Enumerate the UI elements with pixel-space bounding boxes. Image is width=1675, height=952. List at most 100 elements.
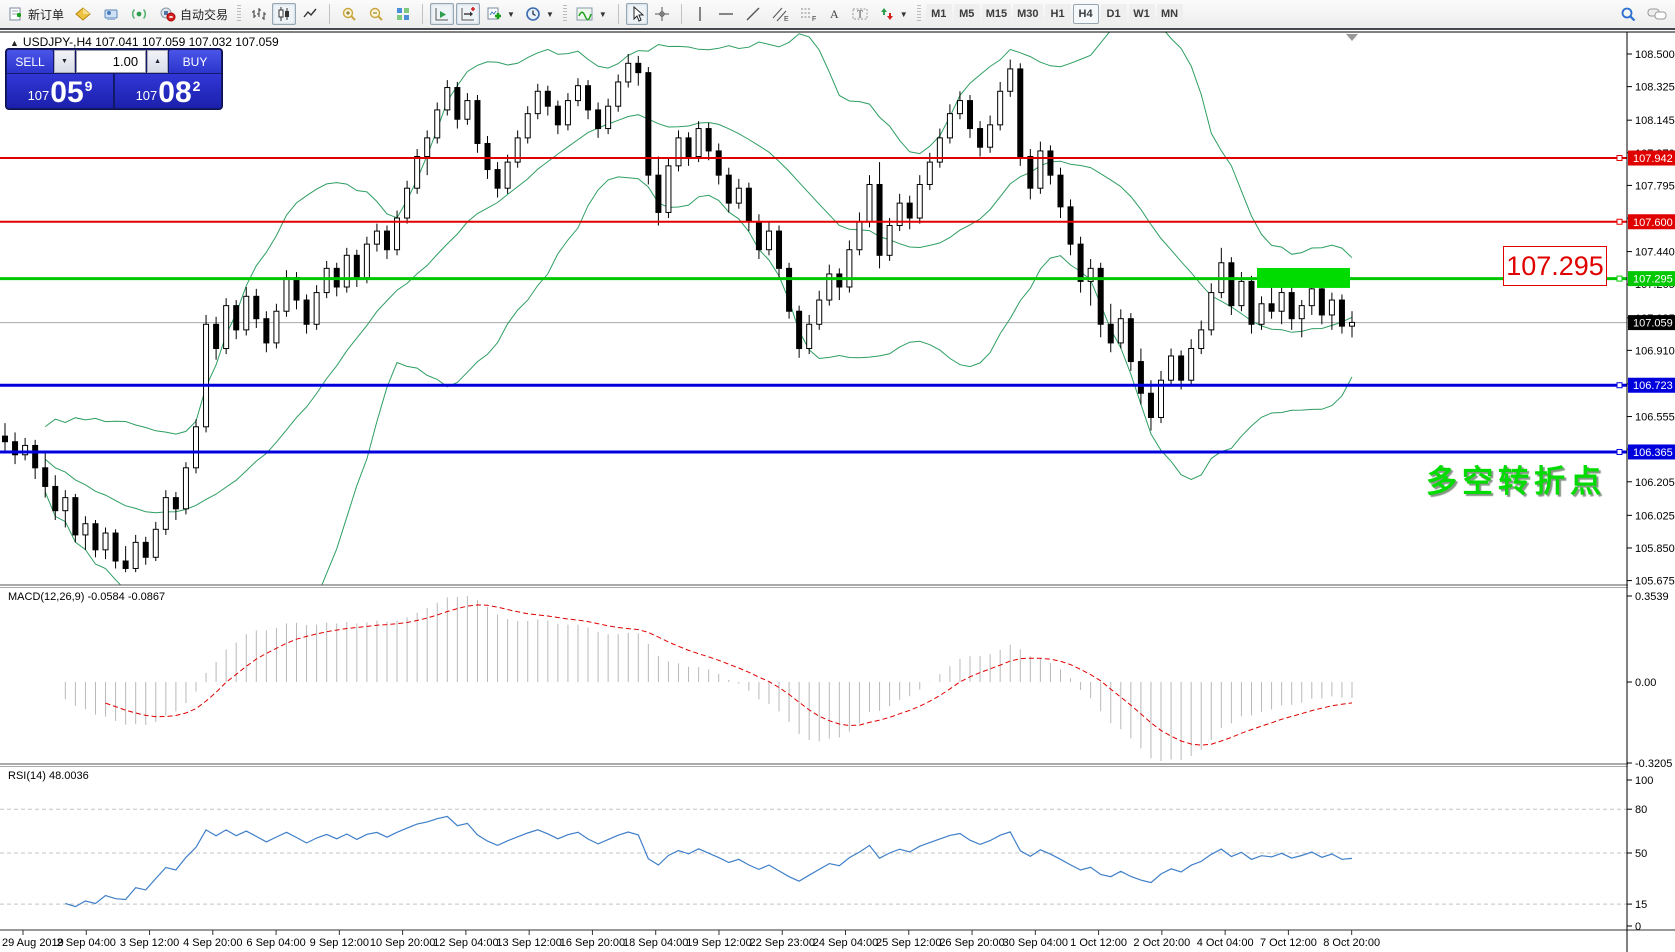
sell-price-sup: 9 [84, 78, 93, 94]
zoom-in-button[interactable] [337, 3, 362, 25]
rsi-axis-label: 100 [1635, 775, 1653, 787]
tf-H4[interactable]: H4 [1072, 4, 1099, 24]
tf-D1[interactable]: D1 [1100, 4, 1127, 24]
new-order-icon [8, 6, 24, 22]
trendline-button[interactable] [741, 3, 765, 25]
price-tick-label: 106.205 [1635, 477, 1675, 489]
auto-scroll-button[interactable] [430, 3, 455, 25]
rsi-pane [0, 808, 1627, 908]
tile-windows-button[interactable] [391, 3, 415, 25]
tf-MN[interactable]: MN [1156, 4, 1183, 24]
new-order-label: 新订单 [28, 7, 65, 22]
trendline-icon [745, 6, 761, 22]
chart-shift-marker [1346, 34, 1358, 41]
time-tick-label: 13 Sep 12:00 [496, 937, 561, 949]
time-tick-label: 9 Sep 12:00 [310, 937, 369, 949]
hline-price-tag [1628, 150, 1675, 166]
one-click-trading-panel: SELL ▼ ▲ BUY 107 05 9 107 08 2 [6, 49, 222, 109]
time-tick-label: 24 Sep 04:00 [813, 937, 878, 949]
crosshair-icon [654, 6, 670, 22]
buy-price[interactable]: 107 08 2 [115, 74, 221, 108]
volume-decrease-button[interactable]: ▼ [54, 50, 75, 73]
tf-M1[interactable]: M1 [925, 4, 952, 24]
macd-axis-label: 0.3539 [1635, 591, 1669, 603]
chart-shift-button[interactable] [456, 3, 481, 25]
equidistant-channel-button[interactable]: E [767, 3, 793, 25]
crosshair-button[interactable] [650, 3, 674, 25]
sell-price-prefix: 107 [27, 88, 50, 103]
signals-button[interactable] [126, 3, 152, 25]
time-tick-label: 4 Sep 20:00 [183, 937, 242, 949]
hline-price-tag [1628, 444, 1675, 460]
indicators-group: ▼ [572, 3, 611, 25]
toolbar: 新订单 自动交易 [0, 0, 1675, 30]
hline-anchor [1616, 382, 1623, 389]
zoom-group [337, 3, 415, 25]
hline-price-tag [1628, 377, 1675, 393]
hline-price-tag-text: 106.365 [1633, 447, 1673, 459]
toolbar-grip [916, 5, 921, 23]
horizontal-line-icon [717, 6, 735, 22]
dropdown-caret-icon: ▼ [507, 9, 515, 19]
profile-button[interactable] [98, 3, 124, 25]
text-label-button[interactable]: T [847, 3, 873, 25]
rsi-axis-label: 15 [1635, 899, 1647, 911]
new-chart-button[interactable]: ▼ [482, 3, 519, 25]
market-watch-icon [74, 6, 92, 22]
rsi-axis-label: 0 [1635, 921, 1641, 933]
search-icon [1620, 6, 1637, 22]
zoom-out-button[interactable] [364, 3, 389, 25]
objects-group: E F A T ▼ [689, 3, 912, 25]
indicators-button[interactable]: ▼ [572, 3, 611, 25]
bar-chart-button[interactable] [246, 3, 270, 25]
text-label-icon: T [851, 6, 869, 22]
cursor-group [625, 3, 674, 25]
fibonacci-button[interactable]: F [795, 3, 821, 25]
time-tick-label: 30 Sep 04:00 [1003, 937, 1068, 949]
new-order-button[interactable]: 新订单 [4, 3, 68, 25]
hline-anchor [1616, 275, 1623, 282]
dropdown-caret-icon: ▼ [545, 9, 554, 19]
hline-anchor [1616, 448, 1623, 455]
horizontal-line-button[interactable] [713, 3, 739, 25]
period-button[interactable]: ▼ [521, 3, 558, 25]
tf-W1[interactable]: W1 [1128, 4, 1155, 24]
tf-M15[interactable]: M15 [981, 4, 1012, 24]
search-button[interactable] [1616, 3, 1641, 25]
line-chart-icon [302, 6, 318, 22]
hline-anchor [1616, 155, 1623, 162]
vertical-line-button[interactable] [689, 3, 711, 25]
macd-pane [64, 596, 1353, 761]
buy-price-prefix: 107 [135, 88, 158, 103]
line-chart-button[interactable] [298, 3, 322, 25]
rsi-axis-label: 80 [1635, 804, 1647, 816]
volume-increase-button[interactable]: ▲ [147, 50, 168, 73]
buy-button[interactable]: BUY [169, 50, 221, 73]
candlestick-chart-button[interactable] [272, 3, 297, 25]
svg-text:E: E [784, 16, 789, 22]
price-tick-label: 106.025 [1635, 510, 1675, 522]
sell-button[interactable]: SELL [7, 50, 53, 73]
chart-shift-icon [460, 6, 476, 22]
market-watch-button[interactable] [70, 3, 96, 25]
price-tick-label: 107.795 [1635, 180, 1675, 192]
time-tick-label: 10 Sep 20:00 [370, 937, 435, 949]
tf-M30[interactable]: M30 [1013, 4, 1043, 24]
volume-input[interactable] [75, 50, 147, 73]
autotrading-button[interactable]: 自动交易 [154, 3, 232, 25]
toolbar-separator [680, 4, 682, 24]
profile-icon [102, 6, 120, 22]
tf-H1[interactable]: H1 [1044, 4, 1071, 24]
hline-price-tag [1628, 271, 1675, 287]
dropdown-caret-icon: ▼ [899, 9, 908, 19]
chat-button[interactable] [1643, 3, 1671, 25]
text-button[interactable]: A [823, 3, 845, 25]
tf-M5[interactable]: M5 [953, 4, 980, 24]
toolbar-grip [237, 5, 242, 23]
buy-price-sup: 2 [192, 78, 201, 94]
cursor-button[interactable] [625, 3, 648, 25]
highlight-rectangle[interactable] [1257, 267, 1350, 288]
arrows-button[interactable]: ▼ [875, 3, 912, 25]
chart-canvas[interactable]: 108.500108.325108.145107.970107.795107.6… [0, 30, 1675, 952]
sell-price[interactable]: 107 05 9 [7, 74, 113, 108]
